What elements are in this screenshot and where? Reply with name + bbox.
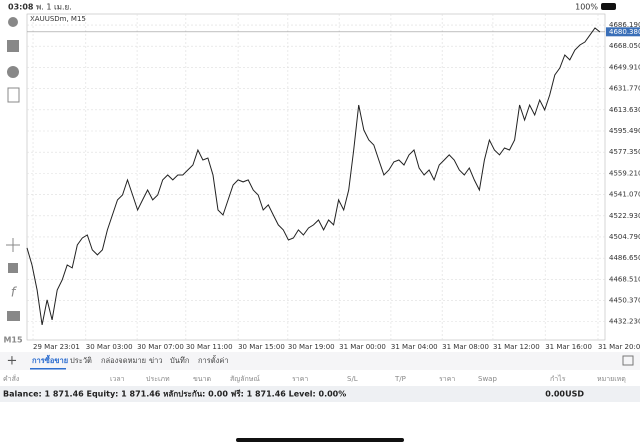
column-header: ขนาด bbox=[193, 375, 211, 383]
summary-currency: USD bbox=[565, 390, 584, 399]
column-header: Swap bbox=[478, 375, 497, 383]
y-tick-label: 4577.350 bbox=[609, 148, 640, 156]
account-icon[interactable] bbox=[8, 17, 18, 27]
x-tick-label: 30 Mar 11:00 bbox=[186, 343, 233, 351]
summary-profit: 0.00 bbox=[545, 390, 565, 399]
trade-icon[interactable] bbox=[7, 40, 19, 52]
column-header: หมายเหตุ bbox=[597, 375, 626, 383]
x-tick-label: 31 Mar 12:00 bbox=[493, 343, 540, 351]
objects-icon[interactable] bbox=[7, 311, 20, 321]
tab-bar bbox=[0, 352, 640, 370]
x-tick-label: 31 Mar 16:00 bbox=[545, 343, 592, 351]
y-tick-label: 4504.790 bbox=[609, 233, 640, 241]
tab[interactable]: บันทึก bbox=[170, 356, 189, 365]
tab-underline bbox=[30, 368, 66, 370]
tab[interactable]: ประวัติ bbox=[70, 356, 92, 365]
indicator-icon[interactable]: f bbox=[11, 286, 18, 301]
y-tick-label: 4686.190 bbox=[609, 21, 640, 29]
chat-icon[interactable] bbox=[7, 66, 19, 78]
status-time: 03:08 bbox=[8, 3, 34, 12]
summary-text: Balance: 1 871.46 Equity: 1 871.46 หลักป… bbox=[3, 389, 346, 399]
column-header: คำสั่ง bbox=[3, 374, 19, 383]
status-date: พ. 1 เม.ย. bbox=[36, 3, 72, 12]
y-tick-label: 4486.650 bbox=[609, 254, 640, 262]
column-header: T/P bbox=[394, 375, 406, 383]
y-tick-label: 4631.770 bbox=[609, 85, 640, 93]
column-header: ประเภท bbox=[146, 375, 170, 383]
home-indicator bbox=[236, 438, 404, 442]
y-tick-label: 4541.070 bbox=[609, 191, 640, 199]
layout-icon[interactable] bbox=[622, 355, 634, 366]
y-tick-label: 4450.370 bbox=[609, 297, 640, 305]
column-header: ราคา bbox=[292, 375, 308, 383]
candle-icon[interactable] bbox=[8, 263, 18, 273]
current-price-box bbox=[606, 27, 640, 37]
current-price-label: 4680.380 bbox=[609, 28, 640, 36]
y-tick-label: 4468.510 bbox=[609, 275, 640, 283]
y-tick-label: 4522.930 bbox=[609, 212, 640, 220]
column-header: ราคา bbox=[439, 375, 455, 383]
left-toolbar: f bbox=[6, 17, 20, 321]
x-tick-label: 30 Mar 03:00 bbox=[86, 343, 133, 351]
column-header: เวลา bbox=[110, 375, 125, 383]
x-tick-label: 29 Mar 23:01 bbox=[33, 343, 80, 351]
crosshair-icon[interactable] bbox=[6, 238, 20, 252]
tab[interactable]: การซื้อขาย bbox=[32, 354, 68, 365]
column-header: S/L bbox=[347, 375, 358, 383]
price-line bbox=[26, 27, 601, 325]
x-tick-label: 31 Mar 08:00 bbox=[442, 343, 489, 351]
x-tick-label: 31 Mar 20:00 bbox=[598, 343, 640, 351]
column-header: สัญลักษณ์ bbox=[230, 375, 260, 383]
y-tick-label: 4432.230 bbox=[609, 318, 640, 326]
add-button[interactable]: + bbox=[7, 354, 18, 369]
column-header: กำไร bbox=[550, 374, 566, 383]
x-tick-label: 31 Mar 00:00 bbox=[339, 343, 386, 351]
x-tick-label: 30 Mar 15:00 bbox=[238, 343, 285, 351]
tab[interactable]: การตั้งค่า bbox=[198, 355, 229, 365]
battery-icon bbox=[601, 3, 616, 10]
y-tick-label: 4613.630 bbox=[609, 106, 640, 114]
tab[interactable]: ข่าว bbox=[149, 356, 163, 365]
new-order-icon[interactable] bbox=[7, 87, 20, 103]
y-tick-label: 4595.490 bbox=[609, 127, 640, 135]
chart-symbol: XAUUSDm, M15 bbox=[30, 15, 86, 23]
summary-bar bbox=[0, 386, 640, 402]
x-tick-label: 30 Mar 07:00 bbox=[137, 343, 184, 351]
y-tick-label: 4668.050 bbox=[609, 42, 640, 50]
x-tick-label: 31 Mar 04:00 bbox=[391, 343, 438, 351]
y-tick-label: 4649.910 bbox=[609, 63, 640, 71]
timeframe[interactable]: M15 bbox=[3, 336, 23, 345]
y-tick-label: 4559.210 bbox=[609, 169, 640, 177]
chart-frame bbox=[26, 13, 606, 341]
x-tick-label: 30 Mar 19:00 bbox=[288, 343, 335, 351]
tab[interactable]: กล่องจดหมาย bbox=[101, 356, 146, 365]
status-battery: 100% bbox=[575, 3, 598, 12]
